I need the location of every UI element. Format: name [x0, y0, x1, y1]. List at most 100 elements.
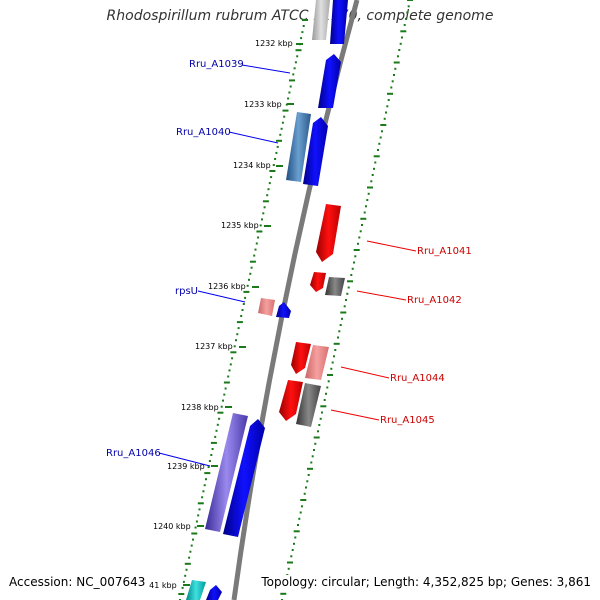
track-tick	[333, 355, 335, 358]
track-tick	[337, 336, 339, 339]
track-tick	[233, 345, 236, 348]
kbp-label: 1241 kbp	[139, 581, 177, 590]
cds-forward-arrow	[303, 117, 328, 186]
track-tick	[272, 164, 275, 166]
track-tick	[373, 155, 380, 158]
track-tick	[231, 357, 234, 360]
track-tick	[237, 327, 240, 330]
track-tick	[300, 499, 307, 501]
track-tick	[224, 387, 227, 390]
kbp-label: 1239 kbp	[167, 462, 205, 471]
track-tick	[373, 167, 375, 170]
track-tick	[240, 315, 243, 317]
track-tick	[197, 502, 204, 505]
track-tick	[330, 367, 333, 370]
track-tick	[249, 260, 256, 263]
track-tick	[371, 174, 374, 176]
gene-label: rpsU	[175, 286, 198, 297]
track-tick	[253, 254, 256, 257]
kbp-label: 1233 kbp	[244, 100, 282, 109]
cds-reverse-arrow	[310, 272, 326, 292]
track-tick	[326, 386, 329, 389]
track-tick	[393, 74, 395, 76]
track-tick	[182, 580, 185, 583]
track-tick	[274, 158, 277, 160]
track-tick	[300, 37, 303, 40]
partial-feature-cyan	[186, 580, 206, 600]
track-tick	[210, 454, 213, 456]
track-tick	[306, 480, 309, 483]
track-tick	[244, 296, 247, 299]
kbp-label: 1240 kbp	[153, 522, 191, 531]
track-tick	[191, 532, 198, 535]
track-tick	[302, 19, 308, 21]
track-tick	[285, 103, 288, 106]
track-tick	[301, 31, 304, 34]
track-tick	[266, 194, 269, 197]
track-tick	[357, 242, 359, 245]
track-tick	[320, 405, 327, 408]
track-tick	[292, 73, 295, 76]
track-tick	[197, 514, 200, 517]
track-tick	[387, 92, 393, 95]
track-tick	[351, 267, 354, 270]
track-tick	[297, 524, 299, 526]
track-tick	[227, 375, 230, 378]
gene-label: Rru_A1045	[380, 415, 435, 426]
track-tick	[214, 435, 217, 438]
label-leader-line	[340, 366, 390, 379]
track-tick	[229, 363, 232, 366]
track-tick	[201, 496, 204, 499]
track-tick	[294, 61, 297, 64]
track-tick	[216, 423, 219, 426]
track-tick	[263, 206, 266, 209]
gene-label: Rru_A1046	[106, 448, 161, 459]
track-tick	[293, 530, 300, 533]
gene-label: Rru_A1042	[407, 295, 462, 306]
track-tick	[313, 449, 315, 451]
track-tick	[276, 145, 279, 148]
track-tick	[339, 324, 342, 326]
track-tick	[275, 151, 278, 154]
track-tick	[321, 411, 323, 414]
track-tick	[377, 149, 379, 151]
track-tick	[261, 218, 263, 221]
track-tick	[311, 455, 314, 458]
cds-reverse-box	[305, 345, 329, 380]
track-tick	[181, 586, 184, 589]
track-tick	[385, 111, 387, 114]
cds-forward-arrow	[223, 419, 265, 537]
track-tick	[313, 436, 320, 439]
track-tick	[280, 592, 287, 595]
track-tick	[185, 568, 188, 571]
track-tick	[323, 399, 326, 401]
track-tick	[204, 472, 211, 475]
track-tick	[207, 466, 210, 469]
cds-reverse-arrow	[316, 204, 341, 262]
track-tick	[236, 333, 239, 336]
track-tick	[391, 80, 394, 83]
track-tick	[217, 411, 224, 414]
kbp-label: 1237 kbp	[195, 342, 233, 351]
track-tick	[269, 170, 276, 172]
track-tick	[262, 212, 265, 215]
track-tick	[307, 474, 310, 476]
cds-reverse-arrow	[291, 342, 311, 374]
track-tick	[307, 467, 313, 470]
track-tick	[291, 549, 294, 551]
track-tick	[222, 399, 224, 402]
track-tick	[367, 186, 373, 189]
track-tick	[280, 127, 283, 130]
track-tick	[374, 161, 377, 164]
track-tick	[370, 180, 373, 183]
track-tick	[397, 55, 399, 58]
track-tick	[249, 272, 252, 275]
track-tick	[246, 284, 249, 287]
kbp-label: 1235 kbp	[221, 221, 259, 230]
track-tick	[400, 30, 407, 33]
track-tick	[346, 292, 349, 295]
track-tick	[301, 505, 303, 508]
track-tick	[347, 286, 350, 289]
track-tick	[319, 417, 322, 420]
